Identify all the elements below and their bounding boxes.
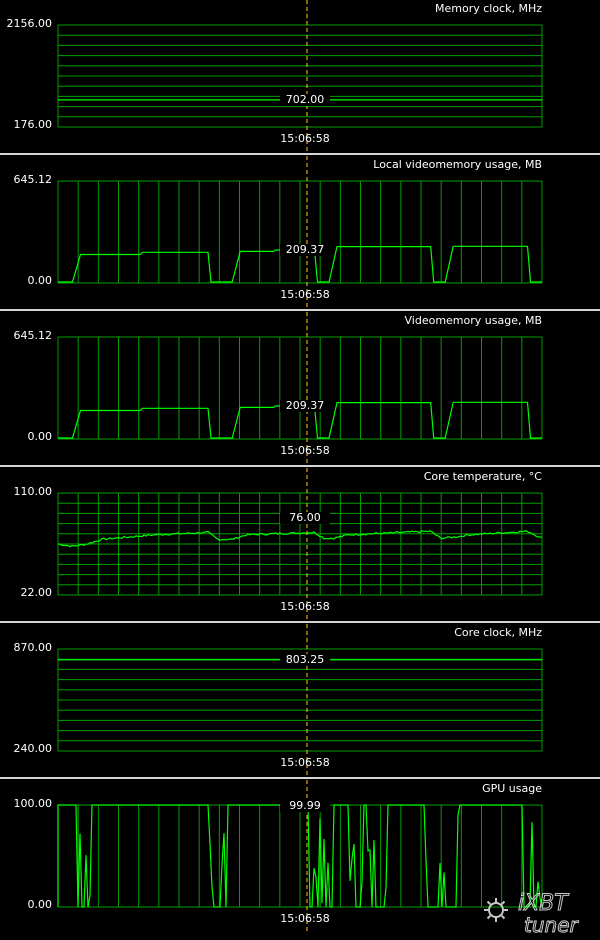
current-value-label: 803.25	[280, 653, 330, 666]
current-value-label: 99.99	[280, 800, 330, 812]
panel-title: Core temperature, °C	[423, 470, 542, 483]
graph-plot	[57, 312, 543, 464]
graph-panel: Memory clock, MHz 2156.00 176.00 15:06:58 70…	[0, 0, 600, 152]
y-axis-max-label: 645.12	[13, 173, 53, 186]
panel-separator	[0, 309, 600, 311]
panel-separator	[0, 153, 600, 155]
current-value-label: 209.37	[280, 243, 330, 256]
y-axis-min-label: 0.00	[27, 430, 53, 443]
panel-separator	[0, 621, 600, 623]
y-axis-min-label: 176.00	[13, 118, 53, 131]
grid	[57, 336, 543, 440]
graph-plot	[57, 468, 543, 620]
time-marker-label: 15:06:58	[280, 600, 330, 613]
current-value-label: 76.00	[280, 512, 330, 524]
graph-panel: Videomemory usage, MB 645.12 0.00 15:06:58 2…	[0, 312, 600, 464]
graph-panel: Local videomemory usage, MB 645.12 0.00 15:…	[0, 156, 600, 308]
y-axis-max-label: 645.12	[13, 329, 53, 342]
time-marker-label: 15:06:58	[280, 132, 330, 145]
y-axis-max-label: 100.00	[13, 797, 53, 810]
panel-title: Core clock, MHz	[454, 626, 542, 639]
grid	[57, 24, 543, 128]
current-value-label: 209.37	[280, 399, 330, 412]
panel-title: Local videomemory usage, MB	[373, 158, 542, 171]
series-line	[57, 529, 543, 548]
grid	[57, 804, 543, 908]
y-axis-min-label: 240.00	[13, 742, 53, 755]
time-marker-label: 15:06:58	[280, 756, 330, 769]
y-axis-max-label: 2156.00	[6, 17, 53, 30]
panel-separator	[0, 465, 600, 467]
y-axis-max-label: 110.00	[13, 485, 53, 498]
graph-plot	[57, 0, 543, 152]
grid	[57, 492, 543, 596]
grid	[57, 180, 543, 284]
panel-separator	[0, 777, 600, 779]
y-axis-max-label: 870.00	[13, 641, 53, 654]
svg-text:iXBT: iXBT	[518, 891, 569, 916]
panel-title: GPU usage	[482, 782, 542, 795]
panel-title: Memory clock, MHz	[434, 2, 542, 15]
y-axis-min-label: 0.00	[27, 898, 53, 911]
graph-plot	[57, 156, 543, 308]
y-axis-min-label: 22.00	[20, 586, 53, 599]
graph-panel: Core clock, MHz 870.00 240.00 15:06:58 803.2…	[0, 624, 600, 776]
graph-plot	[57, 624, 543, 776]
graph-panel: GPU usage 100.00 0.00 15:06:58 99.99	[0, 780, 600, 932]
current-value-label: 702.00	[280, 93, 330, 106]
time-marker-label: 15:06:58	[280, 912, 330, 925]
series-line	[58, 245, 542, 283]
graph-panel: Core temperature, °C 110.00 22.00 15:06:58 7…	[0, 468, 600, 620]
time-marker-label: 15:06:58	[280, 444, 330, 457]
panel-title: Videomemory usage, MB	[404, 314, 543, 327]
time-marker-label: 15:06:58	[280, 288, 330, 301]
series-line	[58, 401, 542, 439]
svg-text:tuner: tuner	[524, 913, 579, 937]
y-axis-min-label: 0.00	[27, 274, 53, 287]
